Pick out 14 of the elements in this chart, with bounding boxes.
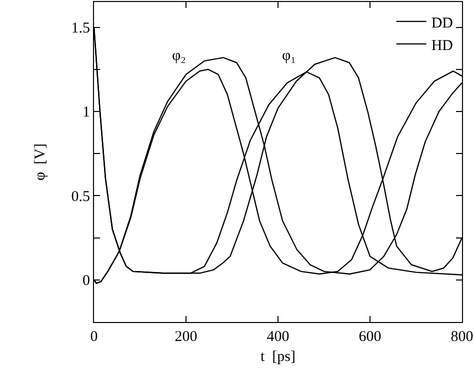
y-axis-title: φ [V] (32, 144, 48, 180)
annotation: φ₂ (172, 48, 186, 64)
x-tick-label: 200 (174, 329, 198, 345)
x-tick-label: 800 (450, 329, 474, 345)
x-axis-title: t [ps] (260, 349, 296, 365)
y-tick-label: 0 (82, 273, 90, 290)
y-tick-label: 1 (82, 104, 90, 121)
y-tick-label: 1.5 (71, 20, 90, 37)
y-tick-label: 0.5 (71, 188, 90, 205)
legend-label: HD (431, 38, 454, 54)
x-tick-label: 400 (266, 329, 290, 345)
legend-label: DD (431, 15, 454, 32)
annotation: φ₁ (282, 48, 296, 64)
x-tick-label: 600 (358, 329, 382, 345)
